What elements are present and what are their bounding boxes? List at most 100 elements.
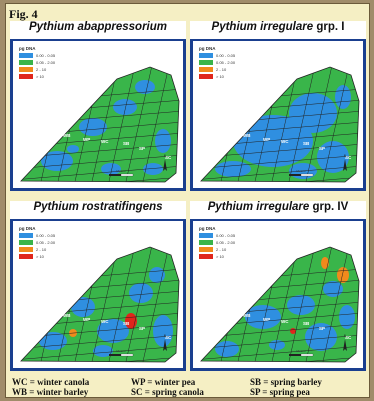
legend-row: > 10 [199, 73, 235, 80]
legend-title: pg DNA [19, 226, 36, 231]
grid-line [21, 154, 179, 170]
legend-swatch [19, 53, 33, 58]
legend-label: > 10 [36, 74, 44, 79]
legend-row: 0.00 - 0.05 [199, 232, 235, 239]
legend-row: 2 - 10 [19, 246, 55, 253]
panel-title-italic: Pythium irregulare [211, 21, 314, 33]
field-label: SP [319, 146, 325, 151]
legend-row: 0.00 - 0.05 [19, 232, 55, 239]
legend-label: 0.00 - 0.05 [36, 53, 56, 58]
grid-line [141, 67, 171, 182]
abundance-zone [215, 161, 251, 177]
legend-label: > 10 [216, 254, 224, 259]
field-label: SC [165, 335, 172, 340]
field-map: WB WP WC SB SP SC Meters N pg DNA 0.00 - 0.05 0… [193, 41, 363, 188]
map-graphic: WB WP WC SB SP SC Meters N [200, 246, 360, 363]
field-label: SP [139, 326, 145, 331]
scale-label: Meters [296, 349, 306, 353]
panel-title: Pythium rostratifingens [10, 201, 186, 219]
crop-code-key: WC = winter canola WB = winter barley WP… [10, 377, 367, 397]
legend-row: 0.00 - 0.05 [19, 52, 55, 59]
panel-title-suffix: grp. IV [309, 201, 349, 213]
panel-title-italic: Pythium irregulare [207, 201, 310, 213]
north-label: N [164, 334, 167, 338]
field-label: SC [345, 335, 352, 340]
panel-title: Pythium irregulare grp. IV [190, 201, 366, 219]
legend-title: pg DNA [199, 226, 216, 231]
map-graphic: WB WP WC SB SP SC Meters N [20, 66, 180, 183]
panel-title: Pythium abappressorium [10, 21, 186, 39]
legend-row: > 10 [19, 73, 55, 80]
grid-line [21, 165, 179, 181]
legend-label: 2 - 10 [216, 67, 227, 72]
legend-swatch [19, 60, 33, 65]
crop-code-wb: WB = winter barley [12, 387, 89, 397]
legend-row: 2 - 10 [199, 66, 235, 73]
north-label: N [164, 154, 167, 158]
map-legend: pg DNA 0.00 - 0.05 0.05 - 2.00 2 - 10 > … [19, 46, 55, 80]
legend-swatch [199, 67, 213, 72]
field-label: WB [63, 133, 71, 138]
legend-label: 2 - 10 [36, 67, 47, 72]
panel-rostratifingens: Pythium rostratifingens WB WP WC SB SP SC Mete… [10, 201, 186, 371]
grid-line [321, 67, 351, 182]
crop-code-wp: WP = winter pea [131, 377, 196, 387]
legend-row: 0.05 - 2.00 [199, 239, 235, 246]
field-label: WC [101, 319, 109, 324]
legend-swatch [19, 247, 33, 252]
field-outline [20, 66, 180, 183]
grid-line [21, 176, 179, 182]
abundance-zone [71, 297, 95, 317]
grid-line [141, 247, 171, 362]
north-arrow-icon [163, 339, 167, 351]
legend-row: 2 - 10 [199, 246, 235, 253]
abundance-zone [317, 141, 349, 173]
field-label: SB [303, 321, 310, 326]
crop-code-sp: SP = spring pea [250, 387, 310, 397]
abundance-zone [93, 345, 113, 357]
field-label: WC [101, 139, 109, 144]
legend-label: 0.00 - 0.05 [216, 233, 236, 238]
field-outline [200, 246, 360, 363]
scale-label: Meters [116, 349, 126, 353]
abundance-zone [321, 257, 329, 269]
legend-row: 0.05 - 2.00 [19, 239, 55, 246]
scale-label: Meters [116, 169, 126, 173]
map-graphic: WB WP WC SB SP SC Meters N [200, 66, 360, 183]
legend-label: 2 - 10 [216, 247, 227, 252]
panel-title-suffix: grp. I [313, 21, 345, 33]
panel-title: Pythium irregulare grp. I [190, 21, 366, 39]
legend-swatch [199, 247, 213, 252]
legend-row: 0.05 - 2.00 [199, 59, 235, 66]
legend-swatch [19, 233, 33, 238]
abundance-zone [153, 315, 173, 347]
north-label: N [344, 154, 347, 158]
scale-bar-segment [120, 173, 134, 177]
grid-line [201, 345, 359, 361]
abundance-zone [113, 99, 137, 115]
field-outline [200, 66, 360, 183]
north-label: N [344, 334, 347, 338]
legend-label: 0.05 - 2.00 [216, 60, 236, 65]
legend-swatch [199, 74, 213, 79]
panel-irregulare-grp-i: Pythium irregulare grp. I WB WP WC SB SP SC Me… [190, 21, 366, 191]
legend-swatch [199, 53, 213, 58]
abundance-zone [101, 163, 121, 175]
legend-swatch [19, 74, 33, 79]
field-polygon [21, 247, 179, 362]
north-arrow-icon [343, 339, 347, 351]
abundance-zone [67, 145, 79, 153]
legend-swatch [199, 254, 213, 259]
field-label: SC [345, 155, 352, 160]
legend-title: pg DNA [19, 46, 36, 51]
field-map: WB WP WC SB SP SC Meters N pg DNA 0.00 - 0.05 0… [13, 41, 183, 188]
crop-code-sc: SC = spring canola [131, 387, 204, 397]
abundance-zone [215, 341, 239, 357]
grid-line [201, 356, 359, 362]
abundance-zone [155, 129, 171, 153]
figure-label: Fig. 4 [9, 7, 38, 21]
grid-line [124, 67, 154, 182]
field-label: SP [319, 326, 325, 331]
legend-swatch [199, 240, 213, 245]
field-label: SP [139, 146, 145, 151]
